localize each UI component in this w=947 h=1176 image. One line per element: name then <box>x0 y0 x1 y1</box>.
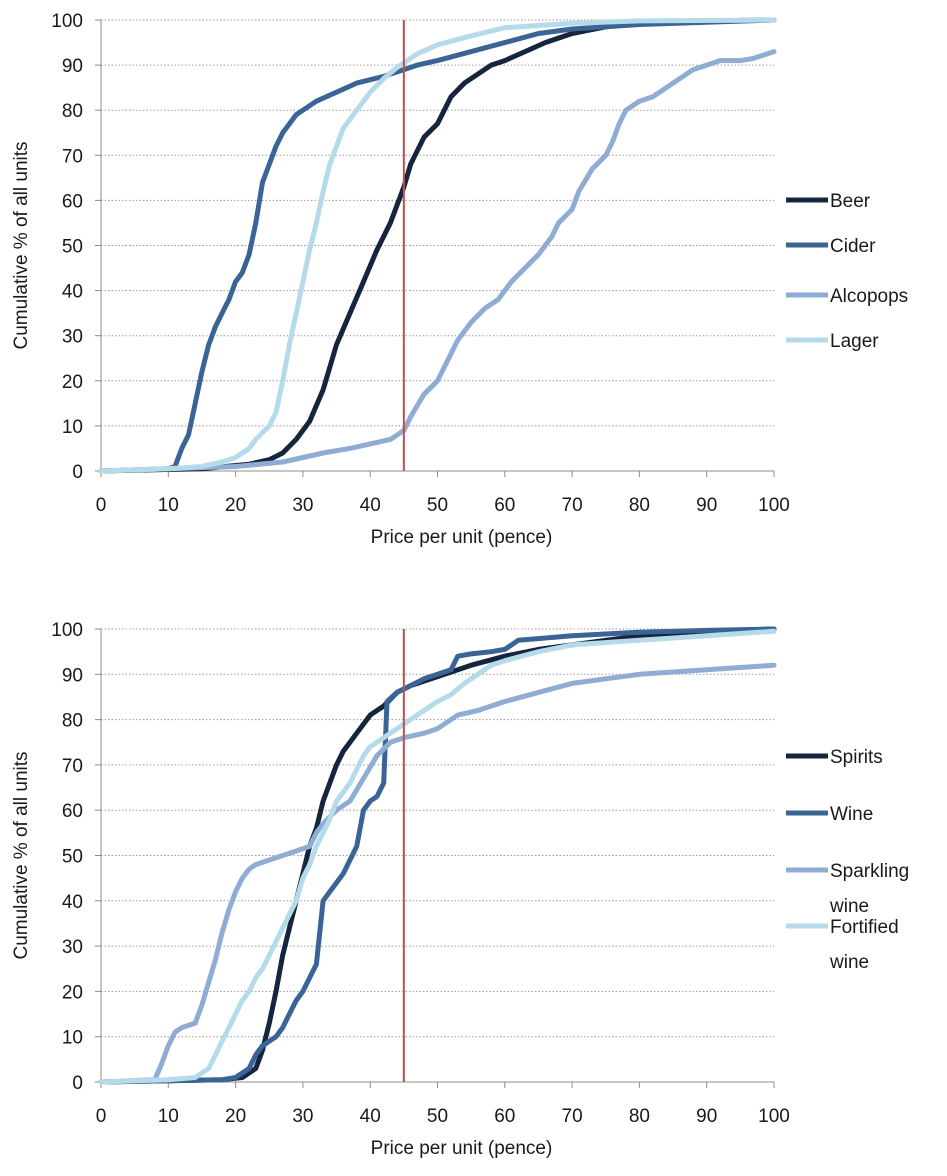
x-tick-label: 30 <box>292 1106 313 1127</box>
y-tick-label: 90 <box>62 665 83 686</box>
y-tick-label: 0 <box>72 1073 83 1094</box>
y-tick-label: 10 <box>62 1028 83 1049</box>
y-tick-label: 80 <box>62 711 83 732</box>
x-tick-label: 70 <box>562 495 583 516</box>
y-tick-label: 50 <box>62 237 83 258</box>
y-tick-label: 100 <box>51 11 83 32</box>
y-tick-label: 40 <box>62 282 83 303</box>
series-line-alcopops <box>98 49 777 474</box>
x-tick-label: 10 <box>158 495 179 516</box>
series-line-spirits <box>98 626 777 1085</box>
x-tick-label: 30 <box>292 495 313 516</box>
y-tick-label: 60 <box>62 801 83 822</box>
legend-label: Spirits <box>830 747 883 768</box>
legend-label: wine <box>829 896 869 917</box>
y-tick-label: 30 <box>62 937 83 958</box>
legend-label: Lager <box>830 331 879 352</box>
x-tick-label: 40 <box>360 495 381 516</box>
y-tick-label: 20 <box>62 982 83 1003</box>
chart-panel-1: 0 10 20 30 40 50 60 70 80 90 100 0 10 20 30 40 50 60 70 80 9… <box>11 11 908 548</box>
y-tick-label: 80 <box>62 101 83 122</box>
y-tick-label: 70 <box>62 146 83 167</box>
y-axis-title: Cumulative % of all units <box>11 141 32 349</box>
y-tick-label: 10 <box>62 417 83 438</box>
x-axis-title: Price per unit (pence) <box>371 1138 553 1159</box>
x-axis-title: Price per unit (pence) <box>371 527 553 548</box>
legend-label: Fortified <box>830 917 899 938</box>
y-tick-label: 60 <box>62 191 83 212</box>
x-tick-label: 20 <box>225 495 246 516</box>
legend-label: Alcopops <box>830 286 908 307</box>
x-tick-label: 100 <box>758 495 790 516</box>
y-tick-label: 30 <box>62 327 83 348</box>
series-line-lager <box>98 17 777 474</box>
y-tick-label: 20 <box>62 372 83 393</box>
legend-label: Beer <box>830 191 871 212</box>
y-tick-label: 40 <box>62 892 83 913</box>
series-line-cider <box>98 17 777 474</box>
series-line-sparkling-wine <box>98 662 777 1085</box>
series-line-wine <box>98 626 777 1085</box>
legend-label: Wine <box>830 804 873 825</box>
y-axis-title: Cumulative % of all units <box>11 751 32 959</box>
x-tick-label: 80 <box>629 1106 650 1127</box>
chart-panel-2: 0 10 20 30 40 50 60 70 80 90 100 0 10 20 30 40 50 60 70 80 9… <box>11 620 909 1159</box>
x-tick-label: 0 <box>96 1106 107 1127</box>
x-tick-label: 80 <box>629 495 650 516</box>
series-line-beer <box>98 17 777 474</box>
x-tick-label: 10 <box>158 1106 179 1127</box>
x-tick-label: 40 <box>360 1106 381 1127</box>
x-tick-label: 60 <box>494 1106 515 1127</box>
y-tick-label: 0 <box>72 462 83 483</box>
x-tick-label: 50 <box>427 1106 448 1127</box>
x-tick-label: 70 <box>562 1106 583 1127</box>
series-line-fortified-wine <box>98 628 777 1085</box>
x-tick-label: 0 <box>96 495 107 516</box>
x-tick-label: 90 <box>696 1106 717 1127</box>
y-tick-label: 70 <box>62 756 83 777</box>
x-tick-label: 50 <box>427 495 448 516</box>
legend-label: Cider <box>830 236 876 257</box>
x-tick-label: 20 <box>225 1106 246 1127</box>
legend-label: Sparkling <box>830 861 909 882</box>
x-tick-label: 60 <box>494 495 515 516</box>
y-tick-label: 50 <box>62 847 83 868</box>
legend-label: wine <box>829 952 869 973</box>
x-tick-label: 90 <box>696 495 717 516</box>
x-tick-label: 100 <box>758 1106 790 1127</box>
y-tick-label: 100 <box>51 620 83 641</box>
y-tick-label: 90 <box>62 56 83 77</box>
